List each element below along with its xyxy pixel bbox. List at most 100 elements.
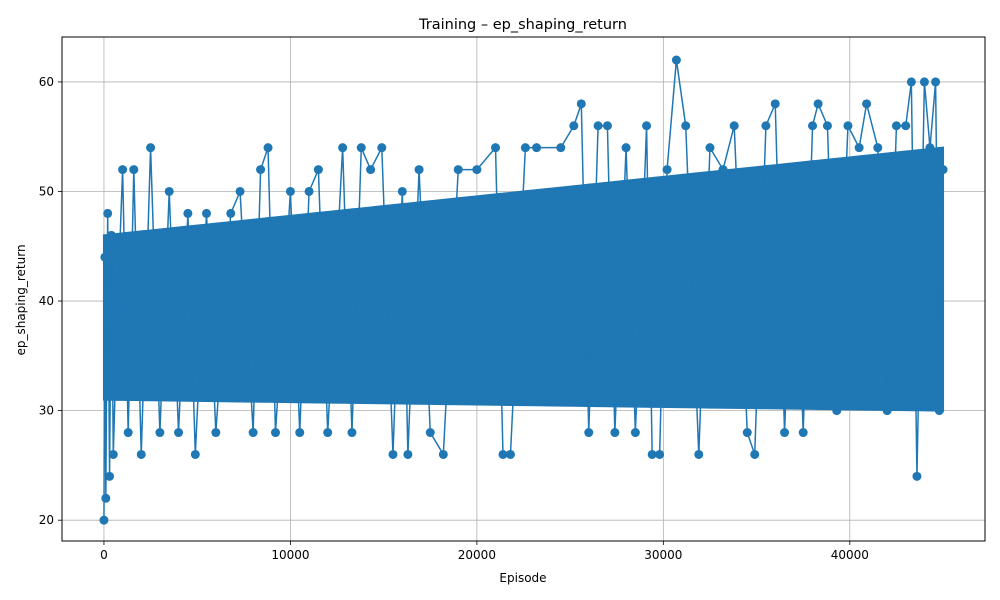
- data-point: [472, 165, 482, 175]
- data-point: [226, 208, 236, 218]
- data-point: [118, 165, 128, 175]
- data-point: [750, 449, 760, 459]
- data-point: [146, 143, 156, 153]
- data-point: [808, 121, 818, 131]
- data-point: [136, 449, 146, 459]
- data-point: [520, 143, 530, 153]
- data-point: [532, 143, 542, 153]
- data-point: [366, 165, 376, 175]
- x-axis-label: Episode: [499, 571, 546, 585]
- data-point: [453, 165, 463, 175]
- data-point: [347, 428, 357, 438]
- data-point: [770, 99, 780, 109]
- data-point: [108, 449, 118, 459]
- data-point: [718, 165, 728, 175]
- data-point: [323, 428, 333, 438]
- x-tick-label: 20000: [458, 548, 496, 562]
- y-tick-label: 30: [39, 404, 54, 418]
- y-axis-label: ep_shaping_return: [14, 244, 28, 355]
- data-point: [919, 77, 929, 87]
- plot-frame: [61, 36, 986, 542]
- data-point: [662, 165, 672, 175]
- data-point: [338, 143, 348, 153]
- data-point: [556, 143, 566, 153]
- data-point: [854, 143, 864, 153]
- data-point: [100, 252, 110, 262]
- x-tick-label: 10000: [271, 548, 309, 562]
- data-point: [882, 406, 892, 416]
- data-point: [873, 143, 883, 153]
- data-point: [906, 77, 916, 87]
- data-point: [164, 186, 174, 196]
- data-point: [505, 449, 515, 459]
- data-point: [183, 208, 193, 218]
- data-point: [593, 121, 603, 131]
- data-point: [235, 186, 245, 196]
- data-point: [694, 449, 704, 459]
- data-point: [938, 165, 948, 175]
- data-point: [498, 449, 508, 459]
- data-point: [248, 428, 258, 438]
- data-point: [647, 449, 657, 459]
- x-tick-label: 40000: [831, 548, 869, 562]
- data-point: [862, 99, 872, 109]
- data-point: [934, 406, 944, 416]
- data-point: [843, 121, 853, 131]
- data-point: [356, 143, 366, 153]
- data-point: [742, 428, 752, 438]
- data-point: [630, 428, 640, 438]
- data-point: [655, 449, 665, 459]
- data-point: [271, 428, 281, 438]
- data-point: [642, 121, 652, 131]
- y-tick-label: 20: [39, 513, 54, 527]
- data-point: [610, 428, 620, 438]
- data-point: [313, 165, 323, 175]
- data-point: [780, 428, 790, 438]
- data-point: [285, 186, 295, 196]
- data-point: [729, 121, 739, 131]
- data-point: [106, 230, 116, 240]
- axis-ticks: 0 10000 20000 30000 40000 20 30 40 50 60: [39, 75, 869, 562]
- data-point: [304, 186, 314, 196]
- data-point: [101, 493, 111, 503]
- data-point: [190, 449, 200, 459]
- data-point: [425, 428, 435, 438]
- data-point: [822, 121, 832, 131]
- data-point: [761, 121, 771, 131]
- data-point: [789, 165, 799, 175]
- data-point: [621, 143, 631, 153]
- data-point: [129, 165, 139, 175]
- data-point: [681, 121, 691, 131]
- data-point: [174, 428, 184, 438]
- data-point: [602, 121, 612, 131]
- data-point: [263, 143, 273, 153]
- data-point: [403, 449, 413, 459]
- data-point: [931, 77, 941, 87]
- data-point: [798, 428, 808, 438]
- data-point: [103, 208, 113, 218]
- data-point: [388, 449, 398, 459]
- data-point: [211, 428, 221, 438]
- data-point: [491, 143, 501, 153]
- x-tick-label: 0: [100, 548, 108, 562]
- data-point: [891, 121, 901, 131]
- data-point: [925, 143, 935, 153]
- y-tick-label: 50: [39, 184, 54, 198]
- data-point: [123, 428, 133, 438]
- data-series: [99, 55, 948, 525]
- data-point: [671, 55, 681, 65]
- data-point: [202, 208, 212, 218]
- data-point: [813, 99, 823, 109]
- data-point: [438, 449, 448, 459]
- data-point: [576, 99, 586, 109]
- y-tick-label: 60: [39, 75, 54, 89]
- data-point: [901, 121, 911, 131]
- data-point: [584, 428, 594, 438]
- data-point: [155, 428, 165, 438]
- data-point: [105, 471, 115, 481]
- data-point: [569, 121, 579, 131]
- data-point: [99, 515, 109, 525]
- y-tick-label: 40: [39, 294, 54, 308]
- data-point: [832, 406, 842, 416]
